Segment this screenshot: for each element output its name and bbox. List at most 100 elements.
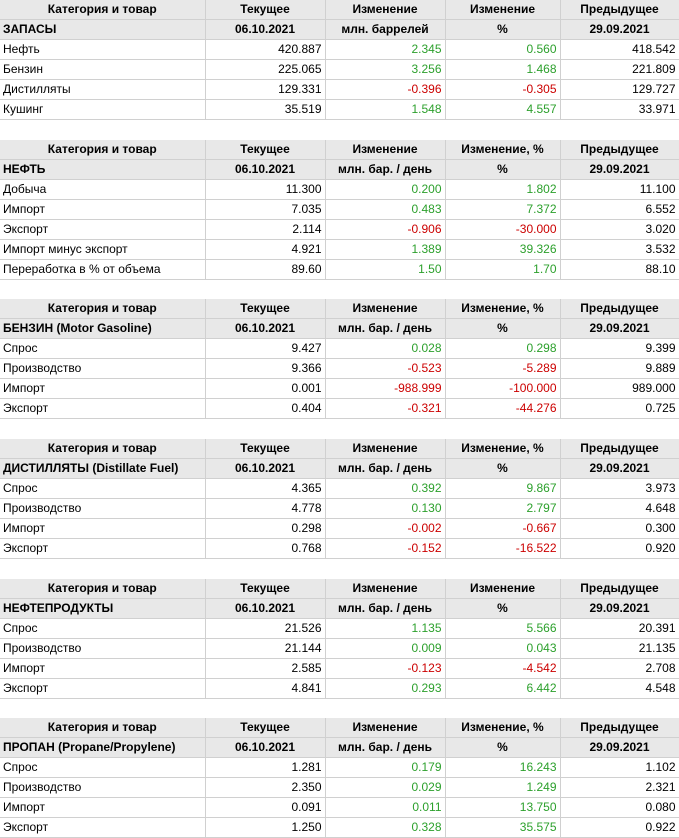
change-value: 0.130 [325, 498, 446, 519]
column-header: Изменение, % [445, 140, 561, 160]
column-header: Изменение [445, 0, 561, 20]
data-table: Категория и товар Текущее Изменение Изменен… [0, 579, 679, 699]
category-title: ДИСТИЛЛЯТЫ (Distillate Fuel) [0, 458, 206, 479]
change-value: 0.483 [325, 199, 446, 220]
column-header: Текущее [205, 140, 326, 160]
current-value: 7.035 [205, 199, 326, 220]
column-header: млн. бар. / день [325, 737, 446, 758]
change-value: 0.009 [325, 638, 446, 659]
change-value: 0.011 [325, 797, 446, 818]
table-block: Категория и товар Текущее Изменение Изменен… [0, 439, 679, 559]
change-percent-value: 5.566 [445, 618, 561, 639]
previous-value: 989.000 [560, 378, 679, 399]
change-value: 1.389 [325, 239, 446, 260]
row-label: Спрос [0, 618, 206, 639]
column-header: Категория и товар [0, 0, 206, 20]
column-header: 06.10.2021 [205, 598, 326, 619]
category-title: ПРОПАН (Propane/Propylene) [0, 737, 206, 758]
row-label: Производство [0, 358, 206, 379]
header-row: Категория и товар Текущее Изменение Изменен… [0, 439, 679, 459]
change-percent-value: 1.70 [445, 259, 561, 280]
column-header: Предыдущее [560, 0, 679, 20]
previous-value: 3.973 [560, 478, 679, 499]
previous-value: 418.542 [560, 39, 679, 60]
row-label: Экспорт [0, 219, 206, 240]
change-value: 2.345 [325, 39, 446, 60]
current-value: 4.778 [205, 498, 326, 519]
row-label: Экспорт [0, 678, 206, 699]
change-value: 0.293 [325, 678, 446, 699]
row-label: Экспорт [0, 817, 206, 838]
table-row: Бензин 225.065 3.256 1.468 221.809 [0, 59, 679, 80]
column-header: 29.09.2021 [560, 458, 679, 479]
table-block: Категория и товар Текущее Изменение Изменен… [0, 718, 679, 838]
table-row: Импорт минус экспорт 4.921 1.389 39.326 3.53… [0, 239, 679, 260]
current-value: 4.365 [205, 478, 326, 499]
row-label: Импорт минус экспорт [0, 239, 206, 260]
row-label: Бензин [0, 59, 206, 80]
row-label: Импорт [0, 378, 206, 399]
previous-value: 0.300 [560, 518, 679, 539]
change-value: 1.50 [325, 259, 446, 280]
table-row: Экспорт 0.404 -0.321 -44.276 0.725 [0, 398, 679, 419]
change-percent-value: -4.542 [445, 658, 561, 679]
header-row: Категория и товар Текущее Изменение Изменен… [0, 579, 679, 599]
header-row: Категория и товар Текущее Изменение Изменен… [0, 718, 679, 738]
change-percent-value: 16.243 [445, 757, 561, 778]
row-label: Производство [0, 638, 206, 659]
current-value: 0.298 [205, 518, 326, 539]
current-value: 2.350 [205, 777, 326, 798]
row-label: Производство [0, 498, 206, 519]
table-row: Производство 4.778 0.130 2.797 4.648 [0, 498, 679, 519]
change-value: 1.548 [325, 99, 446, 120]
column-header: 29.09.2021 [560, 598, 679, 619]
previous-value: 0.922 [560, 817, 679, 838]
header-row: ДИСТИЛЛЯТЫ (Distillate Fuel) 06.10.2021 мл… [0, 458, 679, 479]
row-label: Импорт [0, 518, 206, 539]
column-header: Изменение [445, 579, 561, 599]
header-row: Категория и товар Текущее Изменение Изменен… [0, 0, 679, 20]
row-label: Производство [0, 777, 206, 798]
change-value: 0.028 [325, 338, 446, 359]
change-percent-value: 0.560 [445, 39, 561, 60]
previous-value: 3.020 [560, 219, 679, 240]
current-value: 129.331 [205, 79, 326, 100]
header-row: БЕНЗИН (Motor Gasoline) 06.10.2021 млн. ба… [0, 318, 679, 339]
current-value: 1.281 [205, 757, 326, 778]
column-header: Предыдущее [560, 140, 679, 160]
change-value: -988.999 [325, 378, 446, 399]
row-label: Добыча [0, 179, 206, 200]
change-value: 0.392 [325, 478, 446, 499]
change-value: -0.523 [325, 358, 446, 379]
current-value: 2.585 [205, 658, 326, 679]
change-percent-value: -44.276 [445, 398, 561, 419]
column-header: Изменение, % [445, 718, 561, 738]
table-row: Экспорт 0.768 -0.152 -16.522 0.920 [0, 538, 679, 559]
column-header: % [445, 458, 561, 479]
change-percent-value: 13.750 [445, 797, 561, 818]
table-row: Спрос 4.365 0.392 9.867 3.973 [0, 478, 679, 499]
column-header: % [445, 318, 561, 339]
change-value: -0.002 [325, 518, 446, 539]
change-percent-value: -16.522 [445, 538, 561, 559]
previous-value: 20.391 [560, 618, 679, 639]
current-value: 0.404 [205, 398, 326, 419]
column-header: 29.09.2021 [560, 737, 679, 758]
column-header: % [445, 19, 561, 40]
column-header: Категория и товар [0, 439, 206, 459]
column-header: 29.09.2021 [560, 159, 679, 180]
change-value: -0.152 [325, 538, 446, 559]
table-row: Экспорт 2.114 -0.906 -30.000 3.020 [0, 219, 679, 240]
change-percent-value: 39.326 [445, 239, 561, 260]
current-value: 4.841 [205, 678, 326, 699]
category-title: НЕФТЕПРОДУКТЫ [0, 598, 206, 619]
table-block: Категория и товар Текущее Изменение Изменен… [0, 579, 679, 699]
change-percent-value: -0.667 [445, 518, 561, 539]
column-header: Категория и товар [0, 140, 206, 160]
change-value: -0.396 [325, 79, 446, 100]
column-header: 06.10.2021 [205, 458, 326, 479]
change-percent-value: 1.249 [445, 777, 561, 798]
table-block: Категория и товар Текущее Изменение Изменен… [0, 140, 679, 280]
column-header: Изменение [325, 0, 446, 20]
column-header: Предыдущее [560, 579, 679, 599]
